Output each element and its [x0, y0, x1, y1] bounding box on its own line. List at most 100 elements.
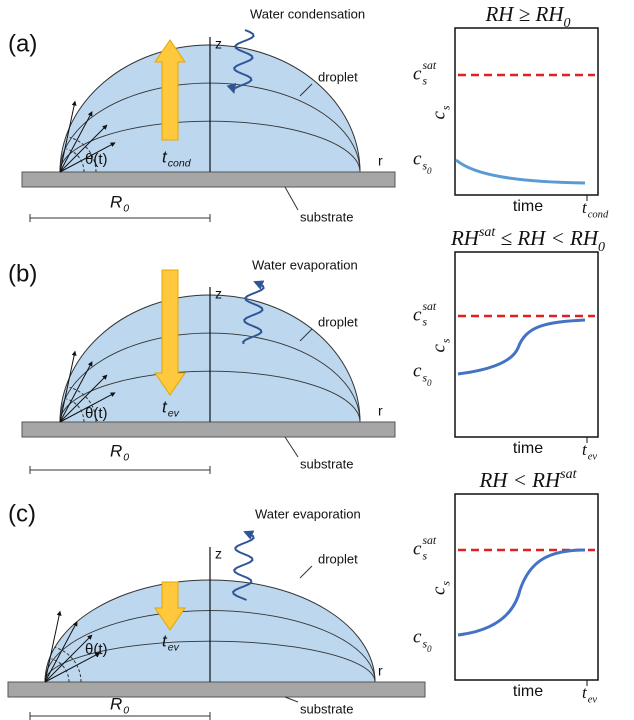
x-label: time	[513, 198, 543, 215]
angle-line	[59, 142, 116, 173]
substrate	[7, 681, 426, 698]
flux-label: Water evaporation	[252, 257, 358, 272]
growth-arrow	[154, 269, 186, 396]
y-label: c	[428, 344, 449, 353]
leader	[284, 436, 299, 458]
droplet-label: droplet	[318, 551, 358, 566]
angle-arc	[69, 136, 97, 173]
sat-label: c	[413, 304, 422, 325]
graph-frame	[454, 27, 599, 196]
angle-line	[59, 392, 116, 423]
leader	[299, 565, 313, 579]
substrate	[21, 421, 396, 438]
graph-frame	[454, 251, 599, 438]
growth-arrow	[154, 581, 186, 631]
r-label: r	[378, 153, 383, 169]
radius-label-sub: 0	[123, 705, 129, 717]
concentration-curve	[455, 158, 586, 185]
angle-label: θ(t)	[85, 641, 108, 658]
flux-label: Water evaporation	[255, 506, 361, 521]
end-label-sub: ev	[588, 694, 598, 705]
concentration-curve	[457, 318, 586, 376]
angle-line	[59, 100, 77, 173]
x-label: time	[513, 440, 543, 457]
radius-label: R	[110, 192, 122, 211]
start-label-sub: s	[422, 159, 427, 172]
substrate-label: substrate	[300, 701, 353, 716]
start-label: c	[413, 360, 422, 381]
start-label: c	[413, 626, 422, 647]
substrate-label: substrate	[300, 456, 353, 471]
start-label: c	[413, 148, 422, 169]
angle-arc	[54, 646, 82, 683]
angle-line	[59, 361, 93, 423]
leader	[299, 83, 313, 97]
z-label: z	[215, 546, 222, 562]
panel-label: (c)	[8, 500, 36, 527]
angle-line	[59, 111, 93, 173]
flux-arrow	[241, 280, 265, 345]
flux-arrow	[231, 530, 255, 601]
substrate	[21, 171, 396, 188]
angle-arc	[51, 658, 70, 683]
sat-label-sub: s	[422, 74, 427, 87]
angle-line	[44, 634, 93, 683]
flux-arrow	[226, 29, 255, 94]
graph-title: RH ≥ RH0	[484, 2, 570, 31]
angle-arc	[66, 398, 85, 423]
end-label-sub: cond	[588, 209, 609, 220]
start-label-sub: s	[422, 371, 427, 384]
substrate-label: substrate	[300, 209, 353, 224]
panel-label: (a)	[8, 30, 37, 57]
y-label-group: cs	[428, 338, 452, 352]
time-label-sub: ev	[168, 642, 180, 654]
y-label-group: cs	[428, 105, 452, 119]
x-label: time	[513, 683, 543, 700]
time-label: t	[162, 631, 168, 650]
angle-line	[59, 350, 77, 423]
droplet-label: droplet	[318, 69, 358, 84]
title-part: ≤ RH < RH	[495, 226, 600, 250]
time-label: t	[162, 147, 168, 166]
title-part: 0	[598, 240, 605, 255]
sat-label: c	[413, 538, 422, 559]
sat-label-sup: sat	[422, 300, 436, 313]
r-label: r	[378, 663, 383, 679]
title-part: sat	[479, 225, 496, 240]
title-part: sat	[560, 467, 577, 482]
graph-title: RH < RHsat	[478, 467, 577, 492]
leader	[284, 186, 299, 211]
start-label-sub: s	[422, 637, 427, 650]
r-label: r	[378, 403, 383, 419]
angle-line	[44, 652, 101, 683]
y-label: c	[428, 111, 449, 120]
panel-label: (b)	[8, 260, 37, 287]
time-label-sub: ev	[168, 408, 180, 420]
start-label-sub2: 0	[427, 166, 432, 176]
droplet-label: droplet	[318, 314, 358, 329]
angle-line	[59, 374, 108, 423]
flux-label: Water condensation	[250, 6, 365, 21]
sat-label-sup: sat	[422, 534, 436, 547]
end-label-sub: ev	[588, 451, 598, 462]
angle-label: θ(t)	[85, 405, 108, 422]
angle-line	[44, 621, 78, 683]
z-label: z	[215, 286, 222, 302]
time-label: t	[162, 397, 168, 416]
y-label-sub: s	[439, 581, 452, 586]
radius-label: R	[110, 441, 122, 460]
sat-label-sub: s	[422, 549, 427, 562]
end-label: t	[582, 198, 588, 217]
end-label: t	[582, 683, 588, 702]
radius-label-sub: 0	[123, 452, 129, 464]
graph-title: RHsat ≤ RH < RH0	[450, 225, 605, 255]
angle-arc	[69, 386, 97, 423]
radius-label-sub: 0	[123, 203, 129, 215]
title-part: RH < RH	[478, 468, 561, 492]
time-label-sub: cond	[168, 158, 192, 170]
leader	[284, 696, 299, 703]
